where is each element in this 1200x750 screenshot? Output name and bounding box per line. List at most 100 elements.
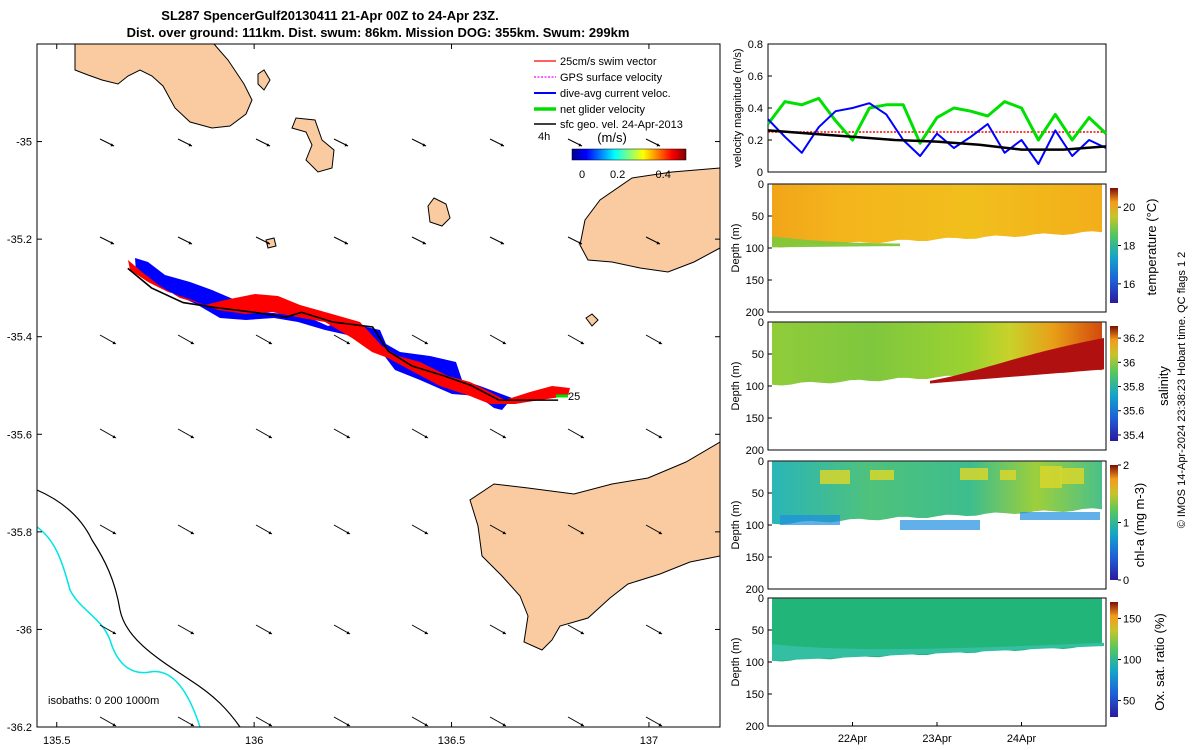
time-marker-label: 4h [538,131,550,143]
surface-velocity-arrowhead [268,531,272,535]
section-xtick-label: 24Apr [1007,733,1037,745]
velocity-ytick-label: 0.2 [748,135,763,147]
section-ytick-label: 200 [746,584,764,596]
map-xtick-label: 135.5 [43,735,71,747]
surface-velocity-arrowhead [112,723,116,727]
colorbar-label: (m/s) [597,130,627,145]
map-content [37,44,720,727]
map-xtick-label: 136 [245,735,263,747]
map-panel: 135.5 136 136.5 137 -35 -35.2 -35.4 -35.6 -35.8 -… [7,43,721,747]
colorbar-tick-label: 50 [1123,696,1135,708]
section-axis-ticks: 05010015020016182005010015020035.435.635… [746,179,1145,745]
chl-low-patch [900,520,980,530]
land-kangaroo-north [579,167,720,273]
surface-velocity-arrowhead [656,241,660,245]
map-ytick-label: -35 [16,137,32,149]
surface-velocity-arrowhead [112,531,116,535]
section-ytick-label: 100 [746,243,764,255]
section-ytick-label: 150 [746,413,764,425]
colorbar-tick-label: 2 [1123,460,1129,472]
isobath-200m [37,526,201,727]
surface-velocity-arrowhead [580,341,584,345]
surface-velocity-arrowhead [500,241,504,245]
salinity-colorbar [1110,326,1118,441]
temperature-ylabel: Depth (m) [730,224,742,273]
chl-colorbar [1110,465,1118,580]
section-ytick-label: 200 [746,307,764,319]
velocity-ytick-label: 0.4 [748,103,763,115]
temperature-field [772,184,1102,248]
map-colorbar [571,148,687,161]
temperature-colorbar [1110,188,1118,303]
section-ytick-label: 200 [746,445,764,457]
salinity-section: Depth (m) salinity [730,321,1171,451]
land-masses [74,44,720,651]
swim-vector-swath [128,260,570,404]
chl-low-patch [1020,512,1100,520]
section-ytick-label: 200 [746,721,764,733]
isobaths-label: isobaths: 0 200 1000m [48,695,159,707]
colorbar-tick-label: 35.6 [1123,406,1144,418]
land-yorke-peninsula [74,44,253,129]
velocity-series-diveavg [767,102,1107,165]
colorbar-tick-label: 100 [1123,655,1141,667]
oxygen-bottom-layer [772,642,1104,661]
legend-label-net: net glider velocity [560,104,645,116]
surface-velocity-arrowhead [424,531,428,535]
colorbar-tick-label: 36.2 [1123,333,1144,345]
salinity-high-layer [930,338,1104,384]
chl-high-patch [1040,466,1062,488]
surface-velocity-arrowhead [424,631,428,635]
colorbar-tick-label: 1 [1123,518,1129,530]
section-ytick-label: 0 [758,456,764,468]
surface-velocity-arrowhead [658,723,662,727]
surface-velocity-arrowhead [266,241,270,245]
colorbar-tick-label: 0 [1123,575,1129,587]
surface-velocity-arrowhead [422,241,426,245]
section-ytick-label: 0 [758,593,764,605]
oxygen-colorbar [1110,602,1118,717]
surface-velocity-arrowhead [344,241,348,245]
salinity-ylabel: Depth (m) [730,362,742,411]
surface-velocity-arrowhead [422,143,426,147]
surface-velocity-arrowhead [502,531,506,535]
section-ytick-label: 50 [752,625,764,637]
legend-label-sfc: sfc geo. vel. 24-Apr-2013 [560,119,683,131]
velocity-frame [767,43,1107,173]
surface-velocity-arrowhead [190,435,194,439]
imos-credit: © IMOS 14-Apr-2024 23:38:23 Hobart time.… [1176,252,1188,529]
surface-velocity-arrowhead [190,631,194,635]
chl-patches [780,466,1100,530]
map-xtick-label: 137 [640,735,658,747]
surface-velocity-arrowhead [346,341,350,345]
temperature-bottom-layer [772,236,900,248]
land-islet-1 [257,69,271,91]
surface-velocity-arrowhead [580,435,584,439]
map-ytick-label: -35.8 [7,527,32,539]
glider-track-layer [127,258,570,410]
section-xtick-label: 23Apr [922,733,952,745]
chl-high-patch [820,470,850,484]
map-ytick-label: -36 [16,624,32,636]
velocity-series-sfc [767,129,1107,151]
section-ytick-label: 100 [746,381,764,393]
surface-velocity-arrowhead [268,631,272,635]
surface-velocity-arrows [99,138,663,727]
surface-velocity-arrowhead [346,631,350,635]
surface-velocity-arrowhead [658,341,662,345]
map-legend: 25cm/s swim vector GPS surface velocity … [534,56,687,181]
velocity-axis-ticks: 0 0.2 0.4 0.6 0.8 [748,39,772,179]
surface-velocity-arrowhead [188,143,192,147]
surface-velocity-arrowhead [658,435,662,439]
surface-velocity-arrowhead [656,143,660,147]
surface-velocity-arrowhead [424,723,428,727]
map-ytick-label: -35.2 [7,234,32,246]
colorbar-tick-label: 16 [1123,279,1135,291]
surface-velocity-arrowhead [190,531,194,535]
map-ytick-label: -36.2 [7,722,32,734]
chl-high-patch [1060,468,1084,484]
land-island-a [291,117,335,173]
section-panels: Depth (m) temperature (°C) Depth (m) sal… [730,179,1171,745]
temperature-colorbar-label: temperature (°C) [1144,199,1159,296]
velocity-series [766,96,1108,165]
